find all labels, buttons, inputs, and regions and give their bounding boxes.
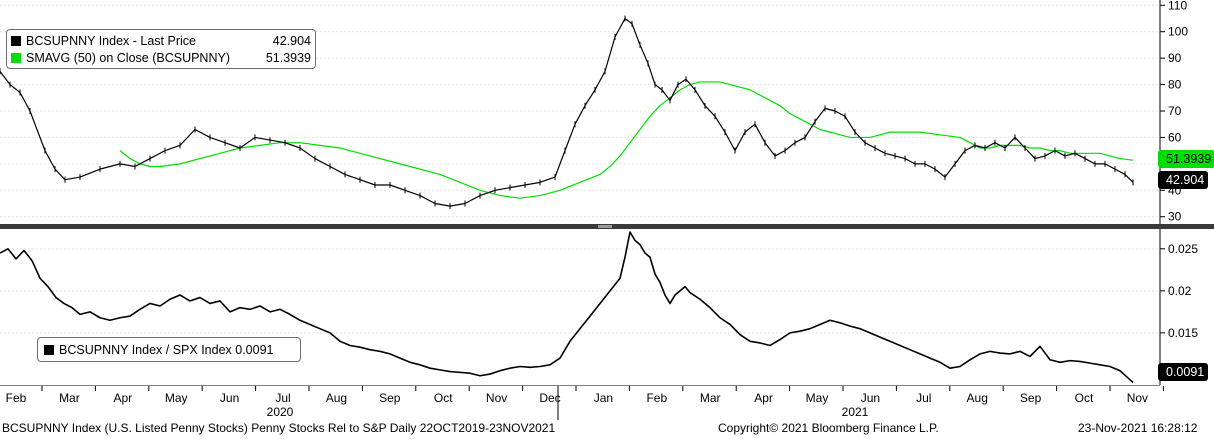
footer-timestamp: 23-Nov-2021 16:28:12 [1078, 421, 1198, 435]
month-label: Jul [916, 391, 931, 405]
month-label: Jul [275, 391, 290, 405]
ratio-tick-label: 0.025 [1168, 242, 1198, 256]
month-label: Feb [646, 391, 667, 405]
month-label: May [165, 391, 188, 405]
panel-splitter-handle [598, 225, 612, 228]
month-label: Mar [59, 391, 80, 405]
price-tick-label: 80 [1168, 78, 1182, 92]
year-label: 2021 [842, 405, 869, 419]
month-label: Sep [379, 391, 401, 405]
legend-label-sma: SMAVG (50) on Close (BCSUPNNY) [26, 50, 230, 65]
year-label: 2020 [267, 405, 294, 419]
ratio-plot-area [0, 232, 1160, 385]
month-label: Aug [967, 391, 988, 405]
month-label: Jun [861, 391, 880, 405]
legend-swatch-last-price [11, 35, 21, 46]
legend-value-sma: 51.3939 [265, 50, 311, 65]
month-label: Oct [434, 391, 453, 405]
month-label: Nov [1127, 391, 1148, 405]
legend-swatch-ratio [44, 344, 54, 355]
legend-label-ratio: BCSUPNNY Index / SPX Index 0.0091 [59, 342, 274, 357]
month-label: Apr [754, 391, 773, 405]
month-label: Oct [1075, 391, 1094, 405]
ratio-value-tag: 0.0091 [1158, 363, 1209, 381]
month-label: Feb [6, 391, 27, 405]
ratio-line [0, 231, 1134, 384]
footer-description: BCSUPNNY Index (U.S. Listed Penny Stocks… [2, 421, 556, 435]
price-tick-label: 90 [1168, 51, 1182, 65]
month-label: Nov [486, 391, 507, 405]
month-label: Apr [113, 391, 132, 405]
legend-row-last-price: BCSUPNNY Index - Last Price 42.904 [11, 32, 311, 49]
month-label: May [806, 391, 829, 405]
month-label: Aug [326, 391, 347, 405]
price-tick-label: 110 [1168, 0, 1187, 12]
legend-row-sma: SMAVG (50) on Close (BCSUPNNY) 51.3939 [11, 49, 311, 66]
month-label: Mar [700, 391, 721, 405]
legend-swatch-sma [11, 52, 21, 63]
time-axis: Feb Mar Apr May Jun Jul Aug Sep Oct Nov Dec Jan Feb M… [0, 0, 1214, 420]
month-label: Jun [220, 391, 239, 405]
legend-label-last-price: BCSUPNNY Index - Last Price [26, 33, 196, 48]
ratio-legend: BCSUPNNY Index / SPX Index 0.0091 [37, 337, 301, 362]
price-tick-label: 30 [1168, 210, 1182, 224]
month-label: Dec [539, 391, 560, 405]
legend-value-last-price: 42.904 [272, 33, 311, 48]
price-legend: BCSUPNNY Index - Last Price 42.904 SMAVG… [6, 29, 316, 69]
price-tick-label: 70 [1168, 104, 1182, 118]
price-tick-label: 60 [1168, 130, 1182, 144]
ratio-tick-label: 0.015 [1168, 326, 1198, 340]
ratio-tick-label: 0.02 [1168, 284, 1192, 298]
sma-value-tag: 51.3939 [1158, 150, 1214, 168]
footer-copyright: Copyright© 2021 Bloomberg Finance L.P. [718, 421, 939, 435]
legend-row-ratio: BCSUPNNY Index / SPX Index 0.0091 [44, 341, 294, 358]
sma-50-line [119, 81, 1134, 199]
last-price-tag: 42.904 [1158, 171, 1209, 189]
month-label: Sep [1020, 391, 1042, 405]
price-tick-label: 100 [1168, 25, 1188, 39]
time-axis-area [0, 386, 1214, 420]
ratio-panel: 0.015 0.02 0.025 [0, 231, 1198, 385]
month-label: Jan [594, 391, 613, 405]
